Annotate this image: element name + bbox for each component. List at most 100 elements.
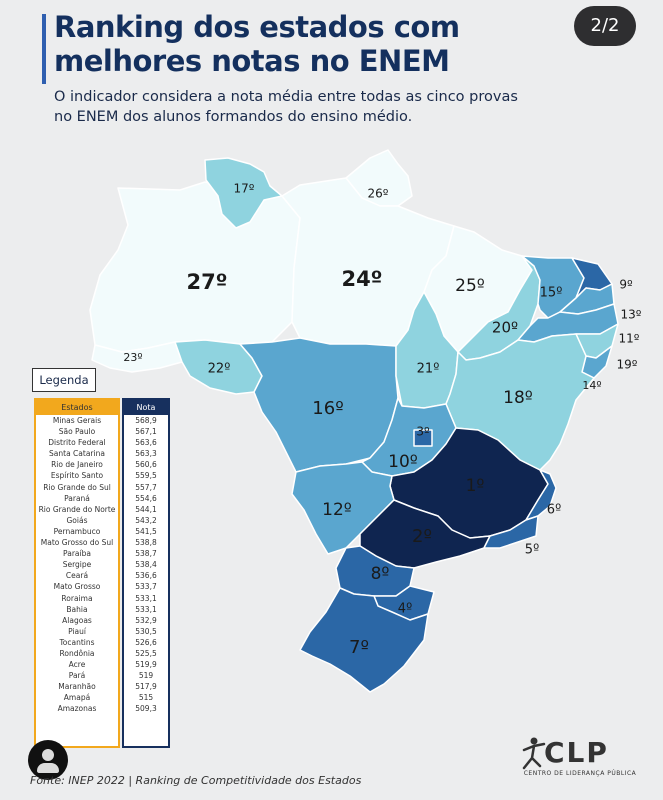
- avatar-body-icon: [37, 763, 59, 773]
- legend-score-cell: 559,5: [135, 471, 157, 481]
- legend-score-cell: 567,1: [135, 427, 157, 437]
- legend-state-cell: Piauí: [68, 626, 86, 636]
- state-roraima: [204, 157, 283, 229]
- legend-state-cell: Amazonas: [57, 704, 97, 714]
- legend-state-cell: Tocantins: [59, 637, 95, 647]
- rank-label-sergipe: 14º: [582, 379, 601, 392]
- legend-score-cell: 538,8: [135, 538, 157, 548]
- legend-state-cell: Amapá: [63, 693, 91, 703]
- legend-states-column: Estados Minas Gerais São Paulo Distrito Fe…: [34, 398, 120, 748]
- rank-label-rio-grande-do-norte: 9º: [619, 278, 633, 292]
- legend-state-cell: Pernambuco: [53, 526, 101, 536]
- legend-score-cell: 538,7: [135, 549, 157, 559]
- page-subtitle: O indicador considera a nota média entre…: [54, 89, 518, 125]
- legend-score-cell: 563,6: [135, 438, 157, 448]
- legend-score-cell: 533,1: [135, 593, 157, 603]
- rank-label-maranhao: 25º: [455, 276, 485, 296]
- legend-state-cell: Rio Grande do Norte: [38, 504, 116, 514]
- legend-score-cell: 533,7: [135, 582, 157, 592]
- legend-score-cell: 538,4: [135, 560, 157, 570]
- page-title: Ranking dos estados com melhores notas n…: [54, 10, 460, 78]
- legend-score-cell: 533,1: [135, 604, 157, 614]
- legend-score-cell: 526,6: [135, 637, 157, 647]
- legend-state-cell: Santa Catarina: [49, 449, 105, 459]
- legend-state-cell: Distrito Federal: [48, 438, 106, 448]
- rank-label-paraiba: 13º: [621, 308, 642, 322]
- clp-figure-icon: [522, 737, 546, 770]
- legend-score-cell: 543,2: [135, 515, 157, 525]
- logo-subtitle: CENTRO DE LIDERANÇA PÚBLICA: [523, 770, 637, 777]
- legend-state-cell: Minas Gerais: [52, 416, 102, 425]
- rank-label-parana: 8º: [371, 564, 390, 584]
- legend-scores-column: Nota 568,9 567,1 563,6 563,3 560,6 559,5 557,7…: [122, 398, 170, 748]
- legend-state-cell: Rio Grande do Sul: [43, 482, 111, 492]
- legend-state-cell: Goiás: [66, 515, 88, 525]
- clp-logo: CLP CENTRO DE LIDERANÇA PÚBLICA: [520, 736, 640, 782]
- legend-score-cell: 525,5: [135, 648, 157, 658]
- legend-state-cell: Alagoas: [62, 615, 92, 625]
- legend-state-cell: Bahia: [66, 604, 88, 614]
- legend-score-cell: 517,9: [135, 682, 157, 692]
- avatar-head-icon: [42, 749, 54, 761]
- user-avatar[interactable]: [28, 740, 68, 780]
- rank-label-espirito-santo: 6º: [547, 503, 561, 518]
- legend-state-cell: Paraíba: [63, 549, 91, 559]
- rank-label-mato-grosso: 16º: [312, 398, 343, 419]
- legend-state-cell: Acre: [68, 660, 86, 670]
- rank-label-acre: 23º: [123, 351, 142, 364]
- legend-state-cell: Espírito Santo: [50, 471, 104, 481]
- legend-states-header: Estados: [36, 400, 118, 415]
- state-sao-paulo: [359, 499, 491, 569]
- legend-score-cell: 515: [138, 693, 154, 703]
- source-caption: Fonte: INEP 2022 | Ranking de Competitiv…: [30, 774, 362, 787]
- state-amazonas: [89, 181, 301, 353]
- legend-state-cell: Roraima: [61, 593, 93, 603]
- title-accent-bar: [42, 14, 46, 84]
- legend-state-cell: Pará: [68, 671, 86, 681]
- legend-score-cell: 532,9: [135, 615, 157, 625]
- state-rio-grande-do-sul: [299, 587, 429, 693]
- legend-state-cell: Ceará: [65, 571, 89, 581]
- legend-score-cell: 541,5: [135, 526, 157, 536]
- rank-label-para: 24º: [341, 267, 382, 291]
- legend-scores-header: Nota: [124, 400, 168, 415]
- legend-score-cell: 554,6: [135, 493, 157, 503]
- rank-label-goias: 10º: [388, 452, 418, 472]
- legend-state-cell: Sergipe: [62, 560, 92, 570]
- rank-label-rondonia: 22º: [208, 362, 231, 377]
- legend-score-cell: 557,7: [135, 482, 157, 492]
- legend-score-cell: 519: [138, 671, 154, 681]
- legend-score-cell: 544,1: [135, 504, 157, 514]
- rank-label-amapa: 26º: [368, 187, 389, 201]
- rank-label-rio-de-janeiro: 5º: [525, 543, 539, 558]
- page-indicator-badge[interactable]: 2/2: [574, 6, 636, 46]
- legend-score-cell: 509,3: [135, 704, 157, 714]
- legend-score-cell: 563,3: [135, 449, 157, 459]
- legend-score-cell: 530,5: [135, 626, 157, 636]
- rank-label-ceara: 15º: [540, 286, 563, 301]
- rank-label-tocantins: 21º: [417, 362, 440, 377]
- legend-score-cell: 536,6: [135, 571, 157, 581]
- logo-text: CLP: [544, 736, 609, 769]
- rank-label-distrito-federal: 3º: [416, 425, 430, 439]
- legend-score-cell: 560,6: [135, 460, 157, 470]
- rank-label-roraima: 17º: [234, 182, 255, 196]
- rank-label-alagoas: 19º: [617, 358, 638, 372]
- rank-label-piaui: 20º: [492, 319, 518, 337]
- legend-state-cell: Rondônia: [59, 648, 95, 658]
- rank-label-sao-paulo: 2º: [412, 526, 432, 547]
- legend-state-cell: São Paulo: [58, 427, 96, 437]
- legend-state-cell: Rio de Janeiro: [51, 460, 103, 470]
- legend-button[interactable]: Legenda: [32, 368, 96, 392]
- legend-state-cell: Paraná: [64, 493, 90, 503]
- state-distrito-federal: [413, 429, 433, 447]
- legend-state-cell: Mato Grosso: [53, 582, 101, 592]
- rank-label-rio-grande-do-sul: 7º: [349, 637, 369, 658]
- rank-label-pernambuco: 11º: [619, 332, 640, 346]
- legend-score-cell: 568,9: [135, 416, 157, 425]
- legend-score-cell: 519,9: [135, 660, 157, 670]
- rank-label-amazonas: 27º: [186, 270, 227, 294]
- rank-label-mato-grosso-do-sul: 12º: [322, 500, 352, 520]
